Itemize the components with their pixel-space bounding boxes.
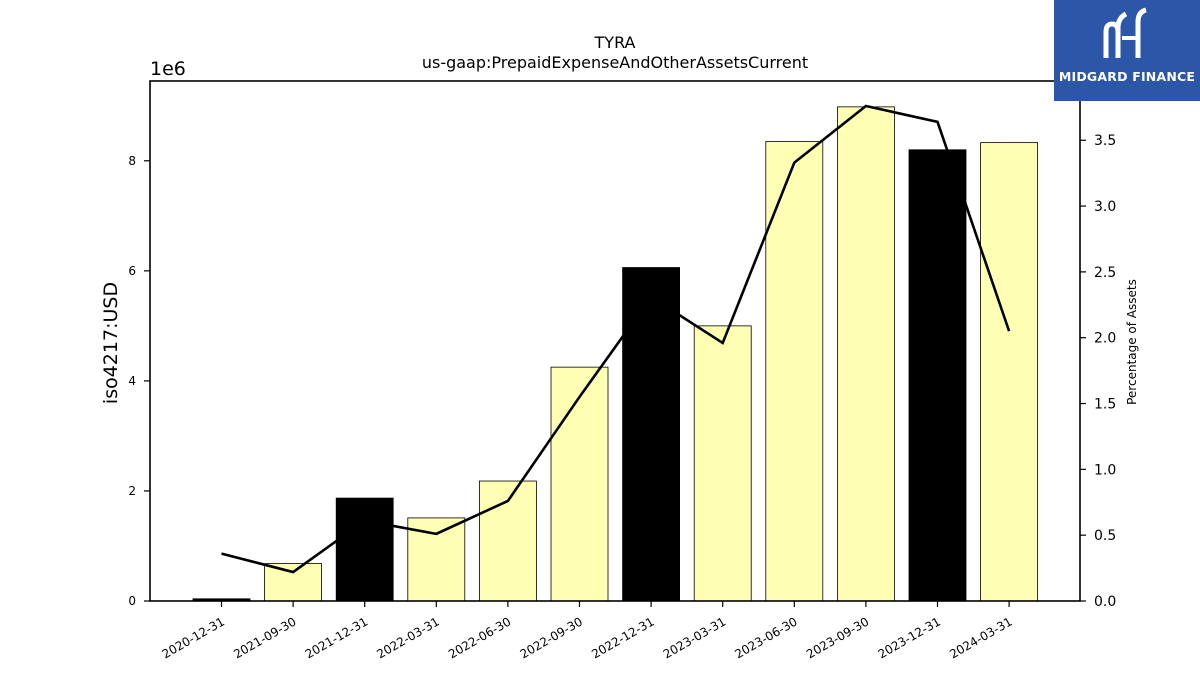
y-offset-label: 1e6: [150, 58, 186, 80]
x-tick-label: 2021-09-30: [231, 614, 298, 661]
x-tick-label: 2023-09-30: [804, 614, 871, 661]
x-tick-label: 2022-12-31: [589, 614, 656, 661]
chart-title: TYRA: [594, 33, 636, 52]
y2-tick-label: 1.5: [1094, 397, 1116, 413]
x-tick-label: 2022-03-31: [374, 614, 441, 661]
y2-tick-label: 0.5: [1094, 528, 1116, 544]
y-tick-label: 6: [128, 264, 136, 278]
y-axis-label: iso4217:USD: [100, 282, 122, 404]
x-tick-label: 2023-06-30: [732, 614, 799, 661]
y-tick-label: 8: [128, 154, 136, 168]
bar: [336, 498, 393, 601]
logo-mark-icon: [1054, 0, 1200, 70]
y2-tick-label: 3.5: [1094, 133, 1116, 149]
bar: [909, 150, 966, 601]
x-tick-label: 2022-06-30: [446, 614, 513, 661]
y2-tick-label: 1.0: [1094, 462, 1116, 478]
y2-tick-label: 2.5: [1094, 265, 1116, 281]
bar: [694, 326, 751, 601]
chart-subtitle: us-gaap:PrepaidExpenseAndOtherAssetsCurr…: [422, 53, 808, 72]
x-tick-label: 2023-12-31: [876, 614, 943, 661]
bar: [265, 564, 322, 601]
x-tick-label: 2021-12-31: [303, 614, 370, 661]
y-tick-label: 0: [128, 594, 136, 608]
bar: [551, 367, 608, 601]
y2-tick-label: 0.0: [1094, 594, 1116, 610]
bar: [837, 107, 894, 601]
y-tick-label: 2: [128, 484, 136, 498]
y-tick-label: 4: [128, 374, 136, 388]
x-tick-label: 2023-03-31: [661, 614, 728, 661]
x-tick-label: 2022-09-30: [518, 614, 585, 661]
x-tick-label: 2020-12-31: [160, 614, 227, 661]
y2-tick-label: 3.0: [1094, 199, 1116, 215]
y2-tick-label: 2.0: [1094, 331, 1116, 347]
bar: [981, 143, 1038, 601]
y2-axis-label: Percentage of Assets: [1125, 279, 1139, 405]
logo-text: MIDGARD FINANCE: [1054, 69, 1200, 84]
x-tick-label: 2024-03-31: [947, 614, 1014, 661]
bars-layer: [193, 107, 1038, 601]
midgard-finance-logo: MIDGARD FINANCE: [1054, 0, 1200, 101]
bar: [623, 268, 680, 601]
